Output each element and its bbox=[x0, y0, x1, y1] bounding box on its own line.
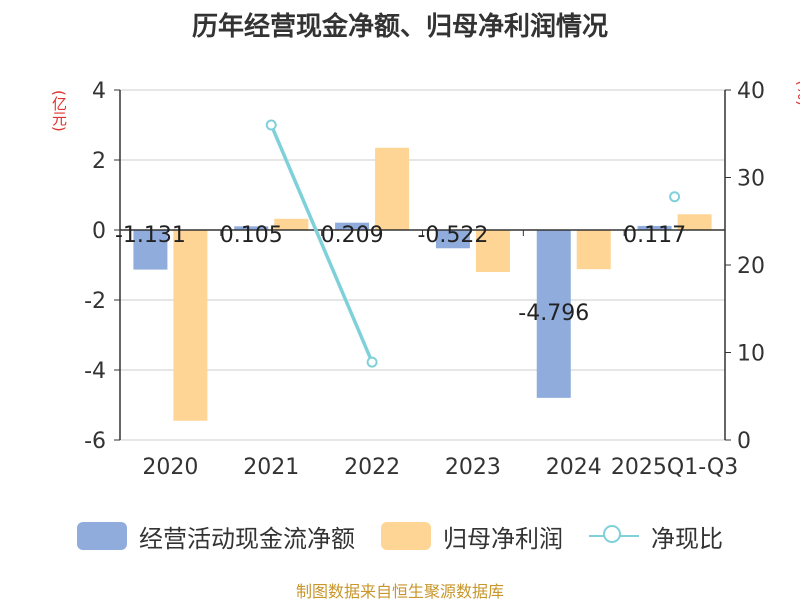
bar-net-profit bbox=[173, 230, 208, 421]
bar-cash-flow bbox=[435, 230, 470, 249]
bar-net-profit bbox=[475, 230, 510, 272]
bar-data-label: -1.131 bbox=[115, 223, 186, 248]
legend-swatch-net-profit bbox=[381, 522, 431, 550]
bar-data-label: -0.522 bbox=[417, 223, 488, 248]
x-tick-label: 2023 bbox=[445, 455, 501, 480]
y-tick-label: 2 bbox=[92, 149, 106, 174]
y-tick-label: 0 bbox=[92, 219, 106, 244]
bar-cash-flow bbox=[536, 230, 571, 398]
x-tick-label: 2025Q1-Q3 bbox=[611, 455, 738, 480]
legend-item-net-profit[interactable]: 归母净利润 bbox=[381, 519, 563, 554]
data-source-note: 制图数据来自恒生聚源数据库 bbox=[295, 582, 504, 601]
ratio-point bbox=[669, 191, 681, 203]
y2-tick-label: 40 bbox=[737, 79, 765, 104]
bar-net-profit bbox=[274, 218, 309, 230]
bar-net-profit bbox=[677, 214, 712, 230]
legend-swatch-cash-flow bbox=[77, 522, 127, 550]
x-tick-label: 2024 bbox=[546, 455, 602, 480]
bar-cash-flow bbox=[133, 230, 168, 270]
left-axis-unit: (亿元) bbox=[50, 90, 68, 132]
bar-cash-flow bbox=[335, 222, 370, 230]
bar-data-label: 0.209 bbox=[321, 223, 384, 248]
ratio-point bbox=[366, 356, 378, 368]
y-tick-label: -6 bbox=[84, 429, 106, 454]
chart-title: 历年经营现金净额、归母净利润情况 bbox=[191, 12, 608, 42]
bar-net-profit bbox=[576, 230, 611, 270]
bar-cash-flow bbox=[637, 225, 672, 230]
bar-net-profit bbox=[375, 147, 410, 230]
legend-item-ratio[interactable]: 净现比 bbox=[589, 519, 723, 554]
bar-data-label: 0.117 bbox=[623, 223, 686, 248]
y2-tick-label: 0 bbox=[737, 429, 751, 454]
x-tick-label: 2021 bbox=[243, 455, 299, 480]
legend-swatch-ratio bbox=[589, 522, 639, 550]
legend-label-net-profit: 归母净利润 bbox=[443, 524, 563, 553]
bar-data-label: -4.796 bbox=[518, 301, 589, 326]
legend-label-cash-flow: 经营活动现金流净额 bbox=[139, 524, 355, 553]
ratio-line-segment bbox=[269, 124, 374, 363]
y2-tick-label: 20 bbox=[737, 254, 765, 279]
y-tick-label: 4 bbox=[92, 79, 106, 104]
y2-tick-label: 10 bbox=[737, 342, 765, 367]
ratio-point bbox=[265, 119, 277, 131]
legend-item-cash-flow[interactable]: 经营活动现金流净额 bbox=[77, 519, 355, 554]
bar-data-label: 0.105 bbox=[220, 223, 283, 248]
right-axis-unit: (%) bbox=[794, 80, 800, 106]
bar-cash-flow bbox=[234, 226, 269, 230]
y2-tick-label: 30 bbox=[737, 167, 765, 192]
y-tick-label: -2 bbox=[84, 289, 106, 314]
chart-legend: 经营活动现金流净额 归母净利润 净现比 bbox=[0, 516, 800, 556]
x-tick-label: 2020 bbox=[142, 455, 198, 480]
legend-label-ratio: 净现比 bbox=[651, 524, 723, 553]
y-tick-label: -4 bbox=[84, 359, 106, 384]
x-tick-label: 2022 bbox=[344, 455, 400, 480]
